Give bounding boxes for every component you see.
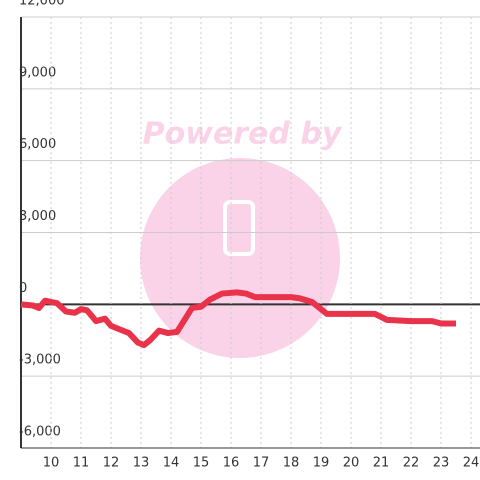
x-tick-label: 12 <box>103 456 120 471</box>
x-tick-label: 23 <box>433 456 450 471</box>
y-tick-label: 6,000 <box>19 137 56 152</box>
x-tick-label: 17 <box>253 456 270 471</box>
x-tick-label: 22 <box>403 456 420 471</box>
x-tick-label: 18 <box>283 456 300 471</box>
x-tick-label: 15 <box>193 456 210 471</box>
y-tick-label: 3,000 <box>19 209 56 224</box>
x-tick-label: 20 <box>343 456 360 471</box>
y-tick-label: -3,000 <box>19 353 61 368</box>
x-tick-label: 24 <box>463 456 480 471</box>
y-tick-label: 0 <box>19 281 27 296</box>
x-tick-label: 21 <box>373 456 390 471</box>
y-tick-label: 9,000 <box>19 65 56 80</box>
y-tick-label: 12,000 <box>19 0 65 9</box>
line-series <box>20 289 456 349</box>
watermark-icon <box>223 200 255 256</box>
y-tick-label: -6,000 <box>19 425 61 440</box>
x-tick-label: 11 <box>73 456 90 471</box>
watermark-text: Powered by <box>143 117 343 152</box>
x-tick-label: 19 <box>313 456 330 471</box>
watermark-logo <box>140 158 340 358</box>
x-tick-label: 13 <box>133 456 150 471</box>
x-tick-label: 14 <box>163 456 180 471</box>
x-tick-label: 10 <box>43 456 60 471</box>
x-tick-label: 16 <box>223 456 240 471</box>
